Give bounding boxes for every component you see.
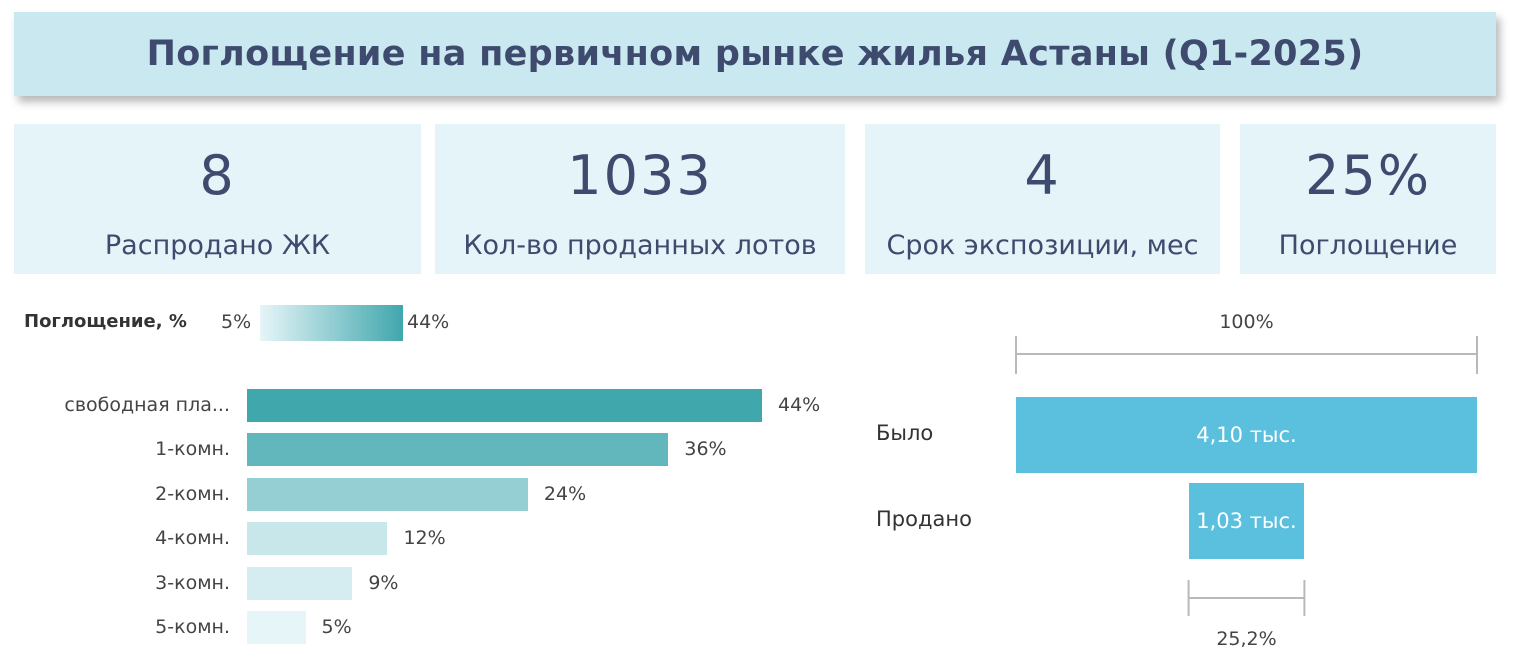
category-label: свободная пла... — [64, 394, 230, 416]
kpi-label: Срок экспозиции, мес — [886, 230, 1199, 261]
bar — [247, 566, 353, 600]
kpi-card-absorption: 25% Поглощение — [1240, 124, 1496, 274]
kpi-label: Поглощение — [1278, 230, 1458, 261]
legend-title: Поглощение, % — [24, 311, 187, 332]
bar-value-label: 12% — [403, 527, 446, 550]
kpi-value: 1033 — [567, 144, 713, 207]
kpi-card-sold-complexes: 8 Распродано ЖК — [14, 124, 421, 274]
bar-value-label: 44% — [778, 394, 821, 416]
kpi-card-exposure-period: 4 Срок экспозиции, мес — [865, 124, 1220, 274]
category-label: 5-комн. — [155, 616, 230, 638]
bar-value-label: 9% — [368, 571, 399, 594]
kpi-card-sold-lots: 1033 Кол-во проданных лотов — [435, 124, 845, 274]
category-label: 2-комн. — [155, 482, 230, 505]
funnel-value-label: 4,10 тыс. — [1196, 423, 1297, 447]
legend-min-label: 5% — [221, 311, 252, 333]
bar — [247, 611, 306, 644]
funnel-value-label: 1,03 тыс. — [1196, 509, 1297, 533]
funnel-bar: 4,10 тыс. — [1016, 397, 1477, 473]
bar — [247, 522, 388, 556]
kpi-value: 8 — [199, 144, 236, 207]
bar-value-label: 5% — [321, 616, 352, 638]
category-label: 4-комн. — [155, 527, 230, 550]
funnel-top-annotation: 100% — [1219, 311, 1274, 333]
bar-value-label: 24% — [543, 482, 587, 505]
funnel-bar: 1,03 тыс. — [1188, 483, 1305, 559]
legend-max-label: 44% — [407, 311, 450, 333]
kpi-value: 4 — [1024, 144, 1061, 207]
kpi-value: 25% — [1304, 144, 1432, 207]
bar — [247, 389, 762, 422]
category-label: 1-комн. — [155, 438, 230, 461]
bar — [247, 433, 669, 467]
legend-gradient — [260, 305, 403, 341]
bar — [247, 477, 528, 511]
kpi-label: Распродано ЖК — [104, 230, 331, 261]
page-title: Поглощение на первичном рынке жилья Аста… — [146, 34, 1364, 74]
funnel-bottom-annotation: 25,2% — [1216, 628, 1277, 650]
category-label: 3-комн. — [155, 571, 230, 594]
funnel-stage-label: Продано — [876, 507, 972, 531]
bar-value-label: 36% — [684, 438, 727, 461]
funnel-stage-label: Было — [876, 421, 934, 445]
kpi-label: Кол-во проданных лотов — [463, 230, 817, 261]
title-banner: Поглощение на первичном рынке жилья Аста… — [14, 12, 1496, 96]
